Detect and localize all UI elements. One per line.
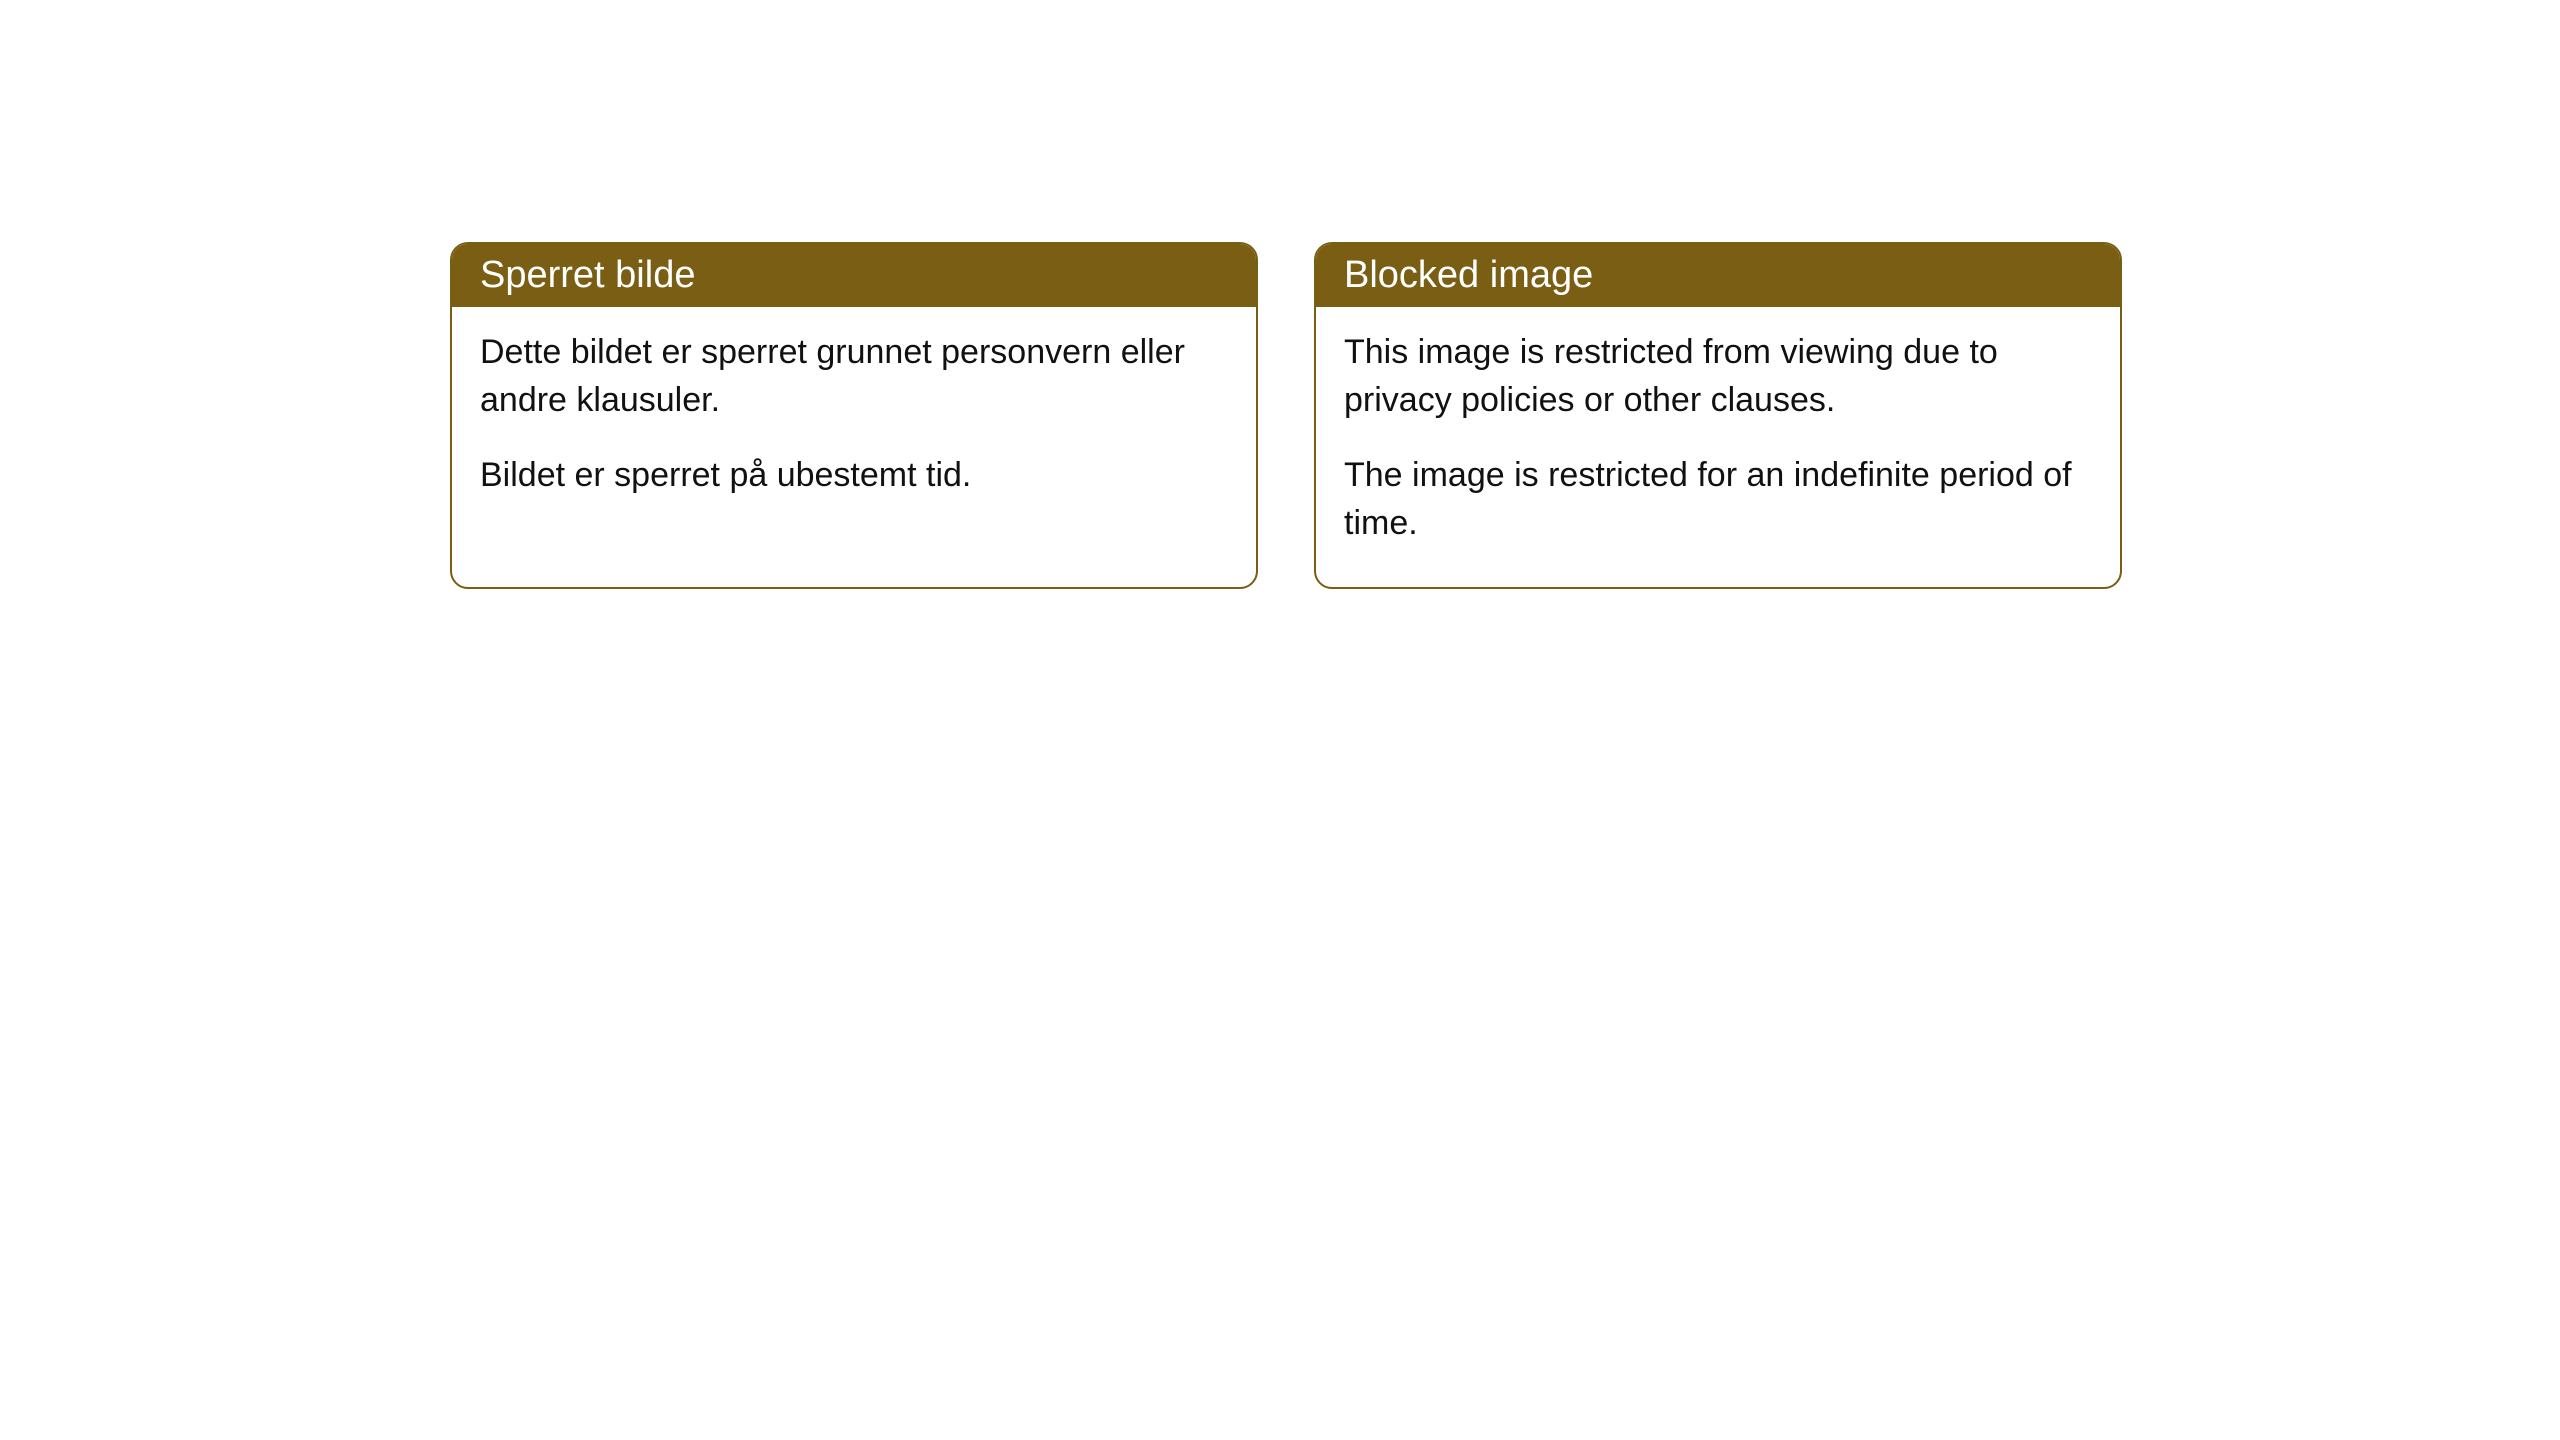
card-paragraph: Dette bildet er sperret grunnet personve… <box>480 329 1228 424</box>
card-paragraph: Bildet er sperret på ubestemt tid. <box>480 452 1228 500</box>
card-title: Blocked image <box>1344 254 1593 296</box>
notice-cards-container: Sperret bilde Dette bildet er sperret gr… <box>450 242 2122 589</box>
notice-card-english: Blocked image This image is restricted f… <box>1314 242 2122 589</box>
notice-card-norwegian: Sperret bilde Dette bildet er sperret gr… <box>450 242 1258 589</box>
card-body: Dette bildet er sperret grunnet personve… <box>452 307 1256 540</box>
card-header: Blocked image <box>1316 244 2120 307</box>
card-body: This image is restricted from viewing du… <box>1316 307 2120 587</box>
card-header: Sperret bilde <box>452 244 1256 307</box>
card-title: Sperret bilde <box>480 254 695 296</box>
card-paragraph: The image is restricted for an indefinit… <box>1344 452 2092 547</box>
card-paragraph: This image is restricted from viewing du… <box>1344 329 2092 424</box>
